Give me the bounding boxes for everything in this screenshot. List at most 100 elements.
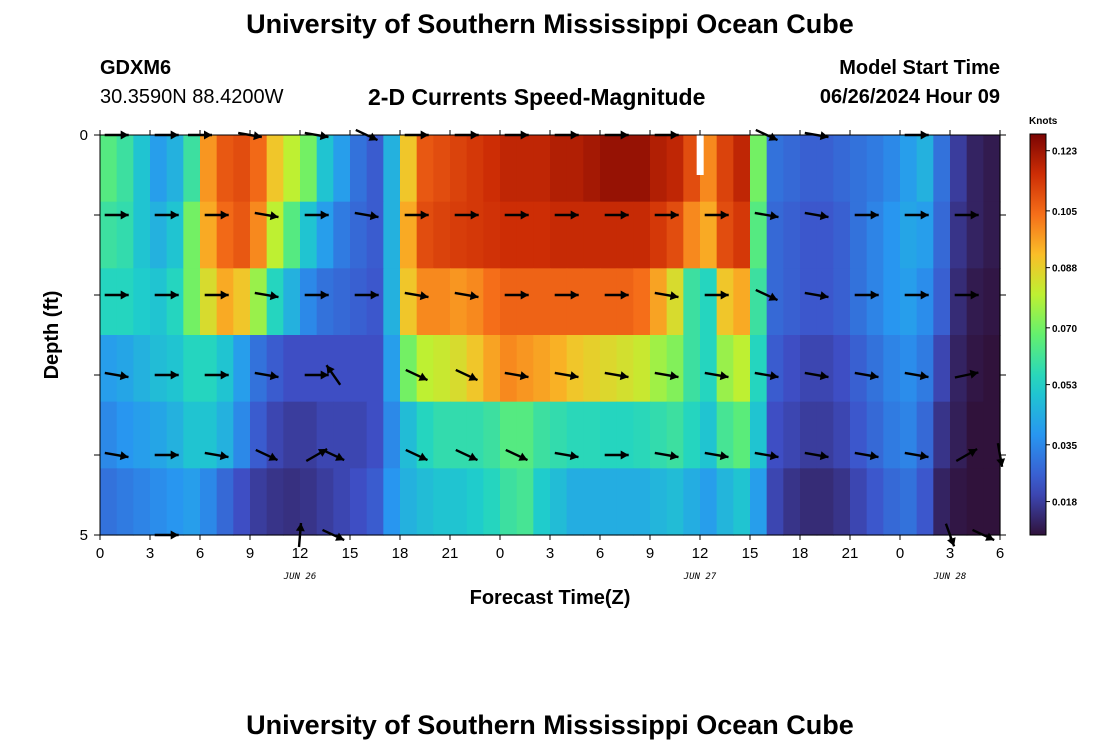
heatmap-cell	[450, 468, 468, 536]
heatmap-cell	[600, 268, 618, 336]
heatmap-cell	[916, 401, 934, 469]
heatmap-cell	[666, 201, 684, 269]
heatmap-cell	[166, 201, 184, 269]
current-vector	[904, 451, 929, 461]
heatmap-cell	[933, 201, 951, 269]
heatmap-cell	[650, 335, 668, 403]
heatmap-cell	[833, 135, 851, 203]
x-tick-label: 6	[196, 545, 204, 562]
heatmap-cell	[750, 268, 768, 336]
x-tick-label: 6	[996, 545, 1004, 562]
current-vector	[654, 210, 679, 220]
heatmap-cell	[200, 135, 218, 203]
current-vector	[654, 451, 679, 461]
x-tick-label: 15	[742, 545, 759, 562]
heatmap-cell	[716, 201, 734, 269]
heatmap-cell	[900, 401, 918, 469]
heatmap-cell	[550, 135, 568, 203]
current-vector	[654, 291, 679, 301]
x-tick-label: 0	[96, 545, 104, 562]
heatmap-cell	[166, 135, 184, 203]
current-vector	[304, 290, 329, 300]
heatmap-cell	[250, 135, 268, 203]
heatmap-cell	[966, 468, 984, 536]
heatmap-cell	[200, 201, 218, 269]
colorbar-tick-label: 0.123	[1052, 147, 1077, 158]
heatmap-cell	[566, 401, 584, 469]
heatmap-cell	[766, 335, 784, 403]
heatmap-cell	[800, 401, 818, 469]
current-vector	[154, 450, 179, 460]
current-vector	[854, 371, 879, 381]
date-label: JUN 28	[933, 572, 967, 582]
heatmap-cell	[683, 201, 701, 269]
heatmap-cell	[100, 468, 118, 536]
heatmap-cell	[483, 135, 501, 203]
current-vector	[504, 371, 529, 381]
heatmap-cell	[400, 268, 418, 336]
heatmap-cell	[500, 201, 518, 269]
heatmap-cell	[783, 401, 801, 469]
heatmap-cell	[250, 335, 268, 403]
heatmap-cell	[866, 468, 884, 536]
heatmap-cell	[750, 468, 768, 536]
heatmap-cell	[650, 268, 668, 336]
heatmap-cell	[366, 335, 384, 403]
heatmap-cell	[766, 401, 784, 469]
current-vector	[254, 291, 279, 301]
heatmap-cell	[500, 335, 518, 403]
heatmap-cell	[200, 268, 218, 336]
current-vector	[404, 210, 429, 220]
heatmap-cell	[450, 135, 468, 203]
heatmap-cell	[116, 201, 134, 269]
heatmap-cell	[850, 401, 868, 469]
heatmap-cell	[716, 335, 734, 403]
heatmap-cell	[316, 135, 334, 203]
heatmap-cell	[516, 201, 534, 269]
heatmap-cell	[233, 401, 251, 469]
heatmap-cell	[683, 468, 701, 536]
heatmap-cell	[733, 268, 751, 336]
heatmap-cell	[983, 335, 1001, 403]
current-vector	[954, 369, 979, 379]
heatmap-cell	[933, 268, 951, 336]
heatmap-cell	[816, 268, 834, 336]
heatmap-cell	[433, 268, 451, 336]
x-tick-label: 18	[792, 545, 809, 562]
heatmap-cell	[500, 268, 518, 336]
heatmap-cell	[300, 268, 318, 336]
heatmap-cell	[716, 401, 734, 469]
colorbar-tick-label: 0.053	[1052, 381, 1077, 392]
heatmap-cell	[800, 335, 818, 403]
heatmap-cell	[366, 201, 384, 269]
heatmap-cell	[566, 135, 584, 203]
current-vector	[904, 210, 929, 220]
heatmap-cell	[316, 468, 334, 536]
heatmap-cell	[266, 201, 284, 269]
current-vector	[704, 371, 729, 381]
heatmap-cell	[950, 135, 968, 203]
model-start-label: Model Start Time	[839, 57, 1000, 79]
heatmap-cell	[350, 268, 368, 336]
heatmap-cell	[650, 401, 668, 469]
heatmap-cell	[333, 268, 351, 336]
heatmap-cell	[700, 201, 718, 269]
heatmap-cell	[283, 135, 301, 203]
footer-title: University of Southern Mississippi Ocean…	[246, 710, 854, 740]
heatmap-cell	[766, 268, 784, 336]
heatmap-cell	[550, 335, 568, 403]
heatmap-cell	[133, 335, 151, 403]
heatmap-cell	[600, 335, 618, 403]
heatmap-cell	[833, 201, 851, 269]
heatmap-cell	[750, 135, 768, 203]
x-tick-label: 21	[442, 545, 459, 562]
heatmap-cell	[216, 135, 234, 203]
heatmap-cell	[650, 468, 668, 536]
heatmap-cell	[850, 135, 868, 203]
heatmap-cell	[750, 335, 768, 403]
heatmap-cell	[733, 335, 751, 403]
current-vectors	[104, 128, 1006, 548]
heatmap-cell	[883, 468, 901, 536]
heatmap-cell	[850, 468, 868, 536]
x-tick-label: 3	[146, 545, 154, 562]
